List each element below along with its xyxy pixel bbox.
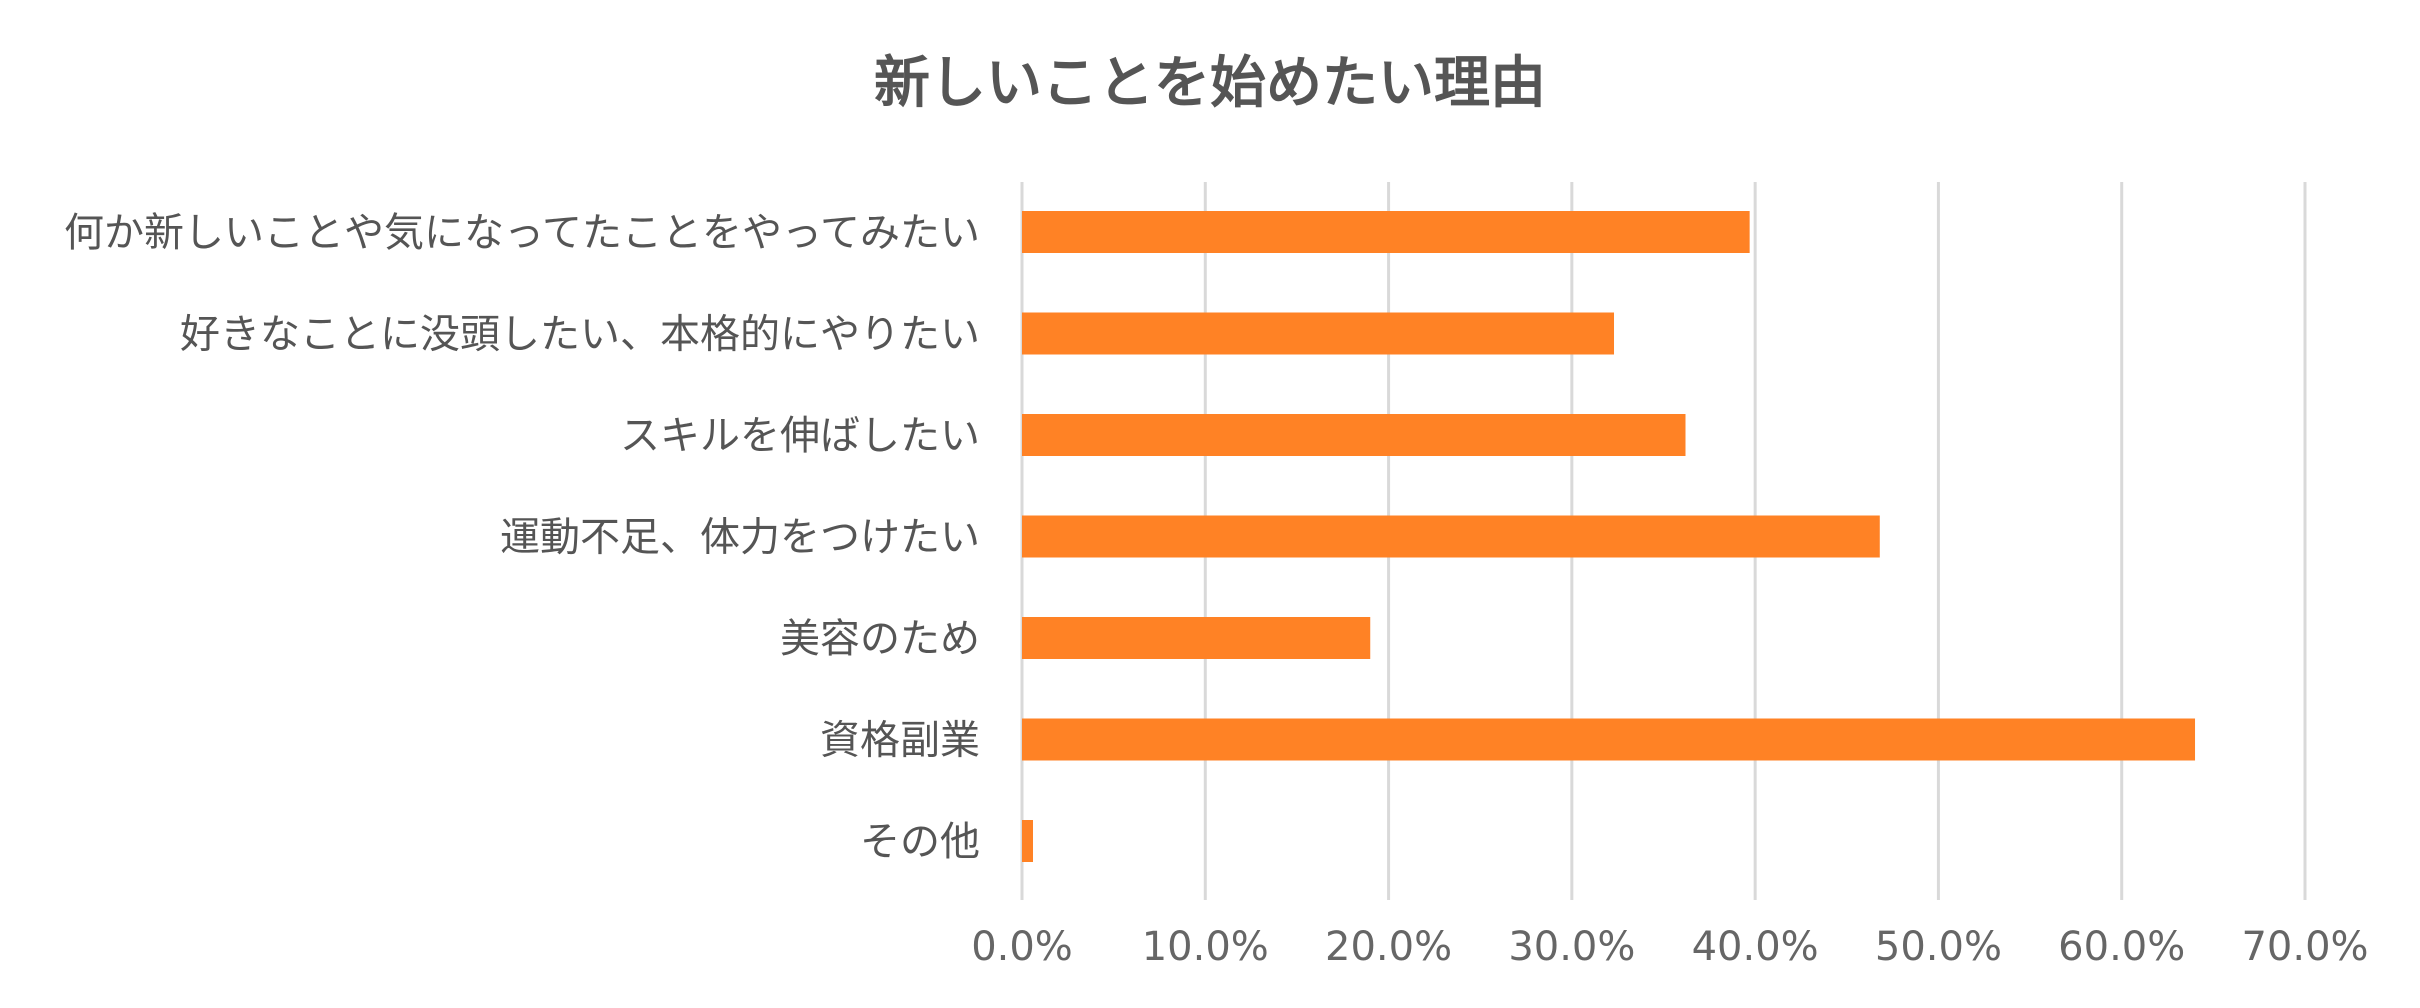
bar [1022, 414, 1686, 456]
bar [1022, 718, 2196, 761]
category-label: 好きなことに没頭したい、本格的にやりたい [180, 312, 980, 358]
category-label: 資格副業 [820, 718, 980, 764]
bar [1022, 820, 1033, 862]
category-label: その他 [860, 819, 980, 865]
x-tick-label: 50.0% [1875, 924, 2002, 970]
category-label: 何か新しいことや気になってたことをやってみたい [64, 210, 980, 256]
bar [1022, 617, 1371, 659]
x-tick-label: 10.0% [1142, 924, 1269, 970]
bar [1022, 211, 1750, 253]
chart-title: 新しいことを始めたい理由 [874, 51, 1546, 116]
x-tick-label: 0.0% [971, 924, 1073, 970]
x-tick-label: 30.0% [1508, 924, 1635, 970]
bar [1022, 312, 1615, 355]
category-label: スキルを伸ばしたい [620, 413, 980, 459]
x-tick-label: 40.0% [1692, 924, 1819, 970]
x-tick-label: 20.0% [1325, 924, 1452, 970]
x-tick-label: 70.0% [2241, 924, 2368, 970]
bar [1022, 515, 1880, 558]
x-tick-label: 60.0% [2058, 924, 2185, 970]
category-label: 美容のため [780, 616, 980, 662]
category-label: 運動不足、体力をつけたい [500, 515, 980, 561]
